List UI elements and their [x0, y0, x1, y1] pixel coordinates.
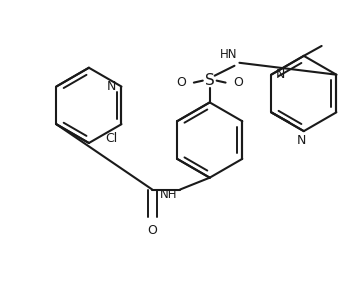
Text: NH: NH — [160, 187, 177, 200]
Text: N: N — [107, 80, 117, 93]
Text: Cl: Cl — [105, 132, 118, 145]
Text: HN: HN — [220, 48, 238, 61]
Text: S: S — [205, 73, 214, 88]
Text: N: N — [276, 68, 286, 81]
Text: O: O — [147, 224, 157, 237]
Text: N: N — [297, 134, 306, 147]
Text: O: O — [234, 76, 243, 89]
Text: O: O — [176, 76, 186, 89]
